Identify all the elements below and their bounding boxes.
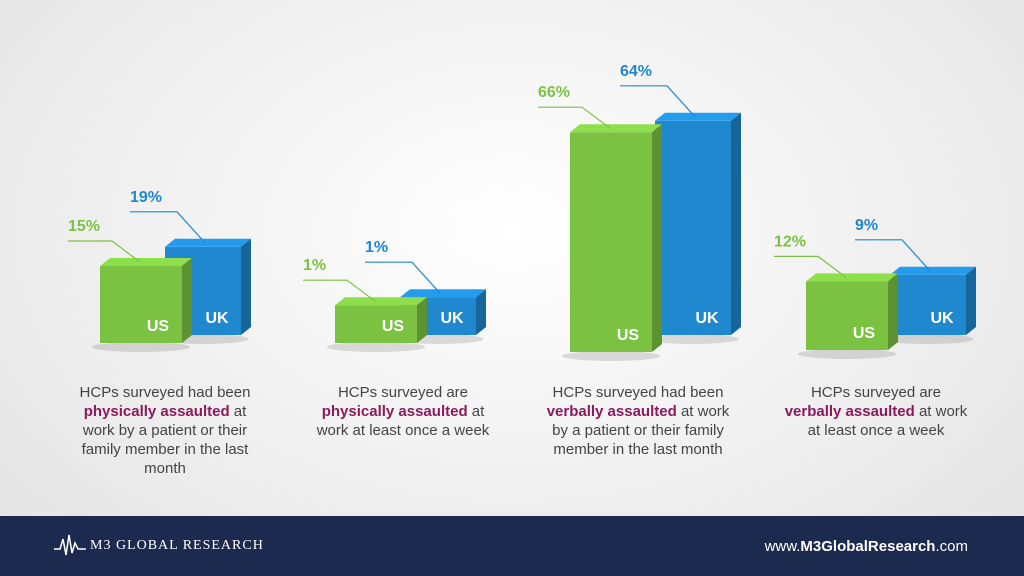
category-label: UK (205, 310, 229, 327)
caption-part: verbally assaulted (546, 403, 677, 420)
bar-top (165, 238, 251, 247)
value-label: 15% (68, 218, 100, 235)
logo (54, 534, 86, 556)
bar-side (888, 273, 898, 350)
leader-line (774, 255, 847, 278)
url-part: M3GlobalResearch (800, 538, 936, 555)
chart: UK 19% US 15% UK 1% US 1% UK 64% US 66% UK 9% US 12% (68, 63, 976, 361)
category-label: UK (695, 310, 719, 327)
bar-shadow (647, 334, 739, 344)
value-label: 66% (538, 84, 570, 101)
bar-side (731, 112, 741, 335)
category-label: US (617, 327, 640, 344)
url: www.M3GlobalResearch.com (765, 538, 968, 555)
caption: HCPs surveyed are verbally assaulted at … (781, 383, 971, 440)
caption-part: at work at least once a week (316, 403, 490, 439)
caption: HCPs surveyed had been physically assaul… (70, 383, 260, 478)
brand: M3 GLOBAL RESEARCH (90, 538, 264, 553)
leader-line (130, 211, 206, 244)
value-label: 12% (774, 233, 806, 250)
category-label: UK (930, 310, 954, 327)
bar-shadow (561, 351, 661, 361)
bar-shadow (797, 349, 897, 359)
caption-part: HCPs surveyed had been (79, 384, 251, 401)
bar-top (890, 266, 976, 275)
url-part: .com (935, 538, 968, 555)
bar (570, 132, 652, 352)
caption-part: physically assaulted (321, 403, 468, 420)
bar (806, 281, 888, 350)
caption-part: HCPs surveyed are (337, 384, 469, 401)
bar-side (417, 297, 427, 343)
value-label: 19% (130, 189, 162, 206)
caption-part: physically assaulted (83, 403, 230, 420)
category-label: UK (440, 310, 464, 327)
bar (655, 120, 731, 335)
bar-top (570, 124, 662, 133)
category-label: US (853, 325, 876, 342)
bar (100, 266, 182, 343)
category-label: US (147, 318, 170, 335)
leader-line (68, 240, 141, 263)
caption-part: verbally assaulted (784, 403, 915, 420)
bar-shadow (326, 342, 426, 352)
caption-part: at work at least once a week (807, 403, 968, 439)
category-label: US (382, 318, 405, 335)
bar-side (476, 289, 486, 335)
bar-top (335, 297, 427, 306)
caption: HCPs surveyed had been verbally assaulte… (543, 383, 733, 459)
bar-side (241, 238, 251, 335)
bar-top (806, 273, 898, 282)
leader-line (303, 279, 376, 302)
url-part: www. (764, 538, 801, 555)
value-label: 9% (855, 217, 878, 234)
value-label: 64% (620, 63, 652, 80)
bar-shadow (882, 334, 974, 344)
leader-line (365, 261, 441, 294)
bar-top (400, 289, 486, 298)
caption: HCPs surveyed are physically assaulted a… (308, 383, 498, 440)
footer: M3 GLOBAL RESEARCH www.M3GlobalResearch.… (0, 516, 1024, 576)
bar (890, 274, 966, 335)
bar (335, 305, 417, 343)
bar-top (655, 112, 741, 121)
caption-part: at work by a patient or their family mem… (552, 403, 730, 458)
leader-line (620, 85, 696, 118)
bar-side (182, 258, 192, 343)
bar-side (966, 266, 976, 335)
bar-shadow (91, 342, 191, 352)
leader-line (855, 239, 931, 272)
caption-part: HCPs surveyed had been (552, 384, 724, 401)
bar-top (100, 258, 192, 266)
caption-part: HCPs surveyed are (810, 384, 942, 401)
bar-side (652, 124, 662, 352)
value-label: 1% (303, 257, 326, 274)
leader-line (538, 106, 611, 129)
value-label: 1% (365, 239, 388, 256)
caption-part: at work by a patient or their family mem… (81, 403, 249, 477)
